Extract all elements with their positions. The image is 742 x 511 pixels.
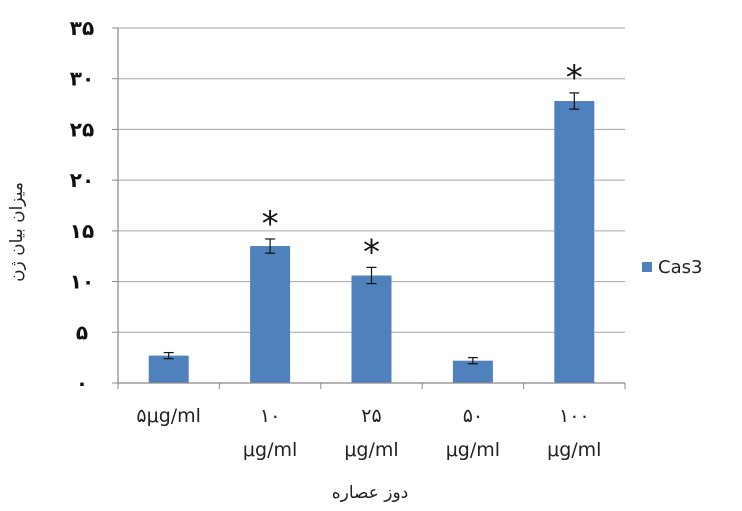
y-tick-label: ۲۰ bbox=[70, 168, 94, 192]
bar bbox=[554, 101, 595, 384]
legend-label: Cas3 bbox=[658, 257, 702, 278]
y-tick-label: ۳۰ bbox=[70, 67, 94, 91]
bars bbox=[148, 101, 595, 384]
significance-star: * bbox=[262, 204, 279, 244]
bar bbox=[351, 275, 392, 383]
significance-star: * bbox=[363, 232, 380, 272]
x-tick-label: ۱۰۰ bbox=[559, 405, 590, 427]
x-tick-label: μg/ml bbox=[446, 439, 500, 461]
x-tick-label: ۲۵ bbox=[361, 405, 381, 427]
y-tick-label: ۳۵ bbox=[70, 16, 94, 40]
x-tick-label: ۱۰ bbox=[260, 405, 280, 427]
y-tick-label: ۵ bbox=[76, 320, 88, 344]
x-tick-label: ۵μg/ml bbox=[136, 405, 201, 427]
error-bars bbox=[163, 92, 580, 365]
significance-star: * bbox=[566, 58, 583, 98]
x-axis-title: دوز عصاره bbox=[332, 483, 409, 503]
y-axis-title: میزان بیان ژن bbox=[7, 182, 27, 282]
gridlines bbox=[118, 27, 625, 333]
y-axis-ticks: ۰ ۵ ۱۰ ۱۵ ۲۰ ۲۵ ۳۰ ۳۵ bbox=[70, 16, 118, 395]
x-tick-label: ۵۰ bbox=[463, 405, 483, 427]
bar bbox=[148, 355, 189, 383]
x-tick-label: μg/ml bbox=[344, 439, 398, 461]
y-tick-label: ۰ bbox=[76, 371, 88, 395]
bar bbox=[250, 246, 291, 383]
significance-markers: * * * bbox=[262, 58, 583, 272]
y-tick-label: ۱۰ bbox=[70, 270, 94, 294]
bar bbox=[452, 360, 493, 383]
y-tick-label: ۲۵ bbox=[70, 117, 94, 141]
x-tick-label: μg/ml bbox=[243, 439, 297, 461]
x-axis-ticks: ۵μg/ml ۱۰ μg/ml ۲۵ μg/ml ۵۰ μg/ml ۱۰۰ μg/ml bbox=[117, 383, 626, 461]
x-tick-label: μg/ml bbox=[547, 439, 601, 461]
y-tick-label: ۱۵ bbox=[70, 219, 94, 243]
legend-swatch bbox=[642, 262, 652, 272]
legend: Cas3 bbox=[642, 257, 702, 278]
